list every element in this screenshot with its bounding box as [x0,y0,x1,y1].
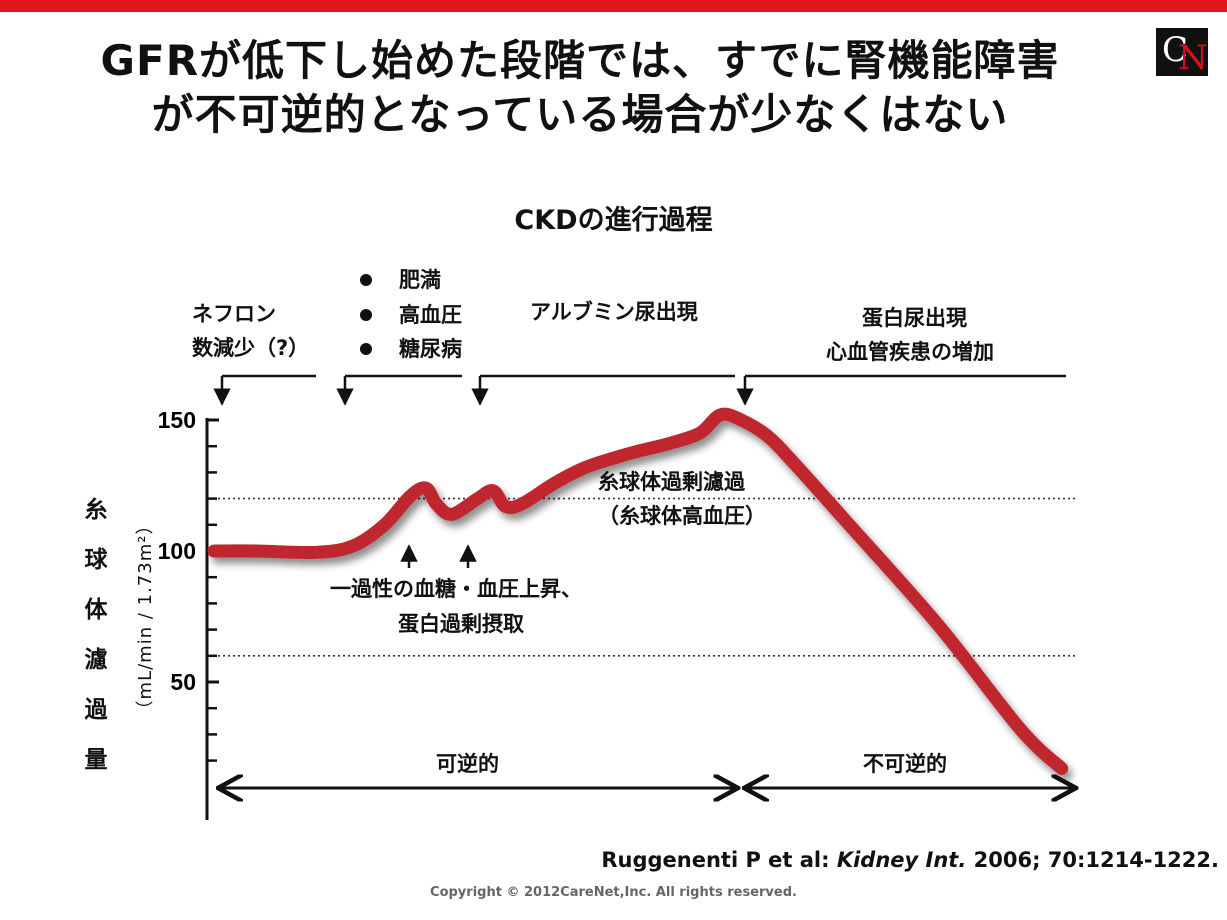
title-line-2: が不可逆的となっている場合が少なくはない [151,90,1009,139]
risk-factor-hypertension: 高血圧 [399,303,462,327]
title-line-1: GFRが低下し始めた段階では、すでに腎機能障害 [100,36,1060,85]
bullet-icon [360,343,372,355]
stage-brackets [213,374,1066,406]
bracket-risk [343,374,462,394]
y-tick-label: 150 [158,407,196,433]
citation: Ruggenenti P et al: Kidney Int. 2006; 70… [601,848,1219,872]
nephron-label-2: 数減少（?） [192,336,310,360]
y-axis-ticks [207,418,219,762]
y-axis-title-char: 濾 [84,647,108,673]
y-tick-label: 50 [170,669,196,695]
risk-factor-diabetes: 糖尿病 [399,337,462,361]
y-tick-label: 100 [158,538,196,564]
citation-journal: Kidney Int. [836,848,967,872]
albuminuria-label: アルブミン尿出現 [530,300,698,324]
transient-label-1: 一過性の血糖・血圧上昇、 [330,577,582,601]
risk-factor-obesity: 肥満 [399,268,441,292]
logo-letter-n: N [1178,38,1208,78]
irreversible-label: 不可逆的 [863,752,947,776]
transient-arrows [400,544,477,568]
bracket-proteinuria [743,374,1066,394]
y-axis-title-char: 糸 [84,497,108,523]
y-axis-title-char: 体 [84,597,108,623]
copyright: Copyright © 2012CareNet,Inc. All rights … [430,885,797,900]
reversible-label: 可逆的 [436,752,499,776]
bullet-icon [360,309,372,321]
y-axis-title-char: 過 [84,697,108,723]
logo-letter-c: C [1162,30,1189,70]
nephron-label-1: ネフロン [192,302,276,326]
bracket-nephron [220,374,316,400]
reference-lines [218,497,1076,657]
bracket-albuminuria [478,374,735,394]
y-axis-tick-labels: 150 100 50 [158,407,196,695]
transient-label-2: 蛋白過剰摂取 [398,612,524,636]
cvd-label: 心血管疾患の増加 [826,340,994,364]
citation-details: 2006; 70:1214-1222. [966,848,1219,872]
hyperfiltration-label: 糸球体過剰濾過 [598,470,745,494]
slide-title: GFRが低下し始めた段階では、すでに腎機能障害 が不可逆的となっている場合が少な… [0,34,1160,142]
bullet-icon [360,274,372,286]
chart-title: CKDの進行過程 [514,205,713,236]
glomerular-hypertension-label: （糸球体高血圧） [598,504,766,528]
top-accent-bar [0,0,1227,12]
y-axis-title-char: 量 [84,747,108,773]
citation-authors: Ruggenenti P et al: [601,848,837,872]
gfr-curve [207,407,1069,775]
y-axis-title-char: 球 [84,547,108,573]
carenet-logo: C N [1156,28,1208,78]
proteinuria-label: 蛋白尿出現 [862,306,967,330]
